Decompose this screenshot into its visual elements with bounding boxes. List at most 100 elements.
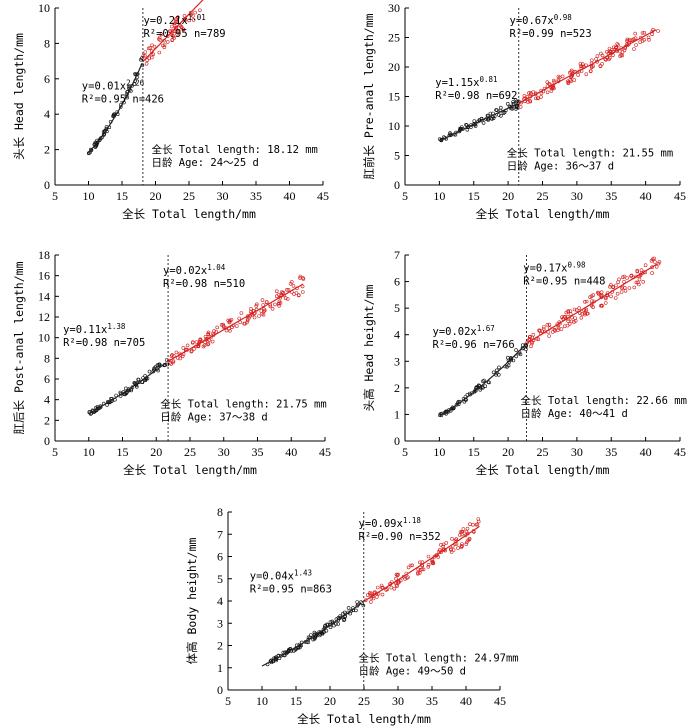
data-point-after [566,81,570,86]
x-tick-label: 40 [284,189,296,203]
breakpoint-total-length: 全长 Total length: 21.55 mm [507,147,673,160]
x-axis-label: 全长 Total length/mm [123,463,257,477]
data-point-after [260,298,265,302]
data-point-after [148,46,152,50]
data-point-after [556,326,561,330]
chart-svg: 5 10 15 20 25 30 35 40 45 0 2 4 6 8 10 12 14 16 18 全长 Total… [12,248,331,477]
data-point-after [620,275,625,280]
data-point-after [566,319,570,323]
data-point-after [441,542,446,547]
data-point-after [614,283,618,288]
data-point-after [167,29,172,34]
data-point-after [252,315,257,320]
data-point-after [551,85,555,90]
data-point-after [459,544,464,548]
x-tick-label: 5 [52,445,58,459]
y-tick-label: 10 [388,119,400,133]
data-point-after [656,261,661,266]
x-tick-label: 20 [324,694,336,708]
data-point-before [499,105,503,110]
data-point-before [487,380,491,385]
data-point-after [547,322,552,327]
data-point-after [426,565,431,569]
data-point-after [591,293,596,297]
data-point-before [474,388,478,393]
data-point-after [170,32,174,37]
y-tick-label: 1 [217,661,223,675]
data-point-after [174,19,179,23]
x-tick-label: 5 [52,189,58,203]
data-point-before [157,362,162,367]
y-tick-label: 0 [217,683,223,697]
x-tick-label: 15 [468,189,480,203]
data-point-after [191,14,195,18]
data-point-after [175,29,180,34]
data-point-after [230,325,234,329]
data-point-after [209,334,214,339]
data-point-after [539,95,543,99]
data-point-after [147,56,152,61]
data-point-after [257,314,261,318]
data-point-after [461,527,466,531]
data-point-after [165,34,170,38]
data-point-after [366,593,370,597]
data-point-after [577,306,581,310]
data-point-before [448,131,452,135]
y-tick-label: 7 [217,527,223,541]
data-point-after [172,21,176,26]
data-point-after [619,290,624,294]
data-point-after [467,537,472,542]
x-tick-label: 30 [217,189,229,203]
data-point-before [474,385,479,389]
data-point-after [406,565,411,570]
data-point-after [584,72,589,76]
right-fit-equation: y=0.02x1.04 [163,263,226,277]
data-point-after [579,64,583,68]
data-point-after [618,54,623,58]
data-point-after [569,68,574,73]
data-point-after [192,347,196,351]
left-fit-equation: y=0.04x1.43 [250,569,312,583]
data-point-after [588,69,593,74]
y-tick-label: 8 [44,36,50,50]
data-point-after [471,522,475,527]
data-point-before [341,611,345,616]
data-point-before [505,102,510,106]
x-tick-label: 30 [571,445,583,459]
data-point-before [442,411,447,415]
x-tick-label: 10 [256,694,268,708]
data-point-after [228,319,232,324]
x-tick-label: 40 [285,445,297,459]
data-point-after [552,327,557,332]
x-tick-label: 10 [433,445,445,459]
data-point-after [637,282,641,287]
data-point-after [584,299,589,304]
data-point-before [118,105,123,109]
data-point-after [584,307,588,312]
data-point-after [542,325,546,329]
data-point-before [153,365,158,369]
data-point-after [654,264,659,269]
right-fit-stats: R²=0.90 n=352 [359,531,441,543]
x-tick-label: 45 [319,445,331,459]
data-point-before [292,649,296,653]
left-fit-equation: y=0.01x2.26 [82,78,145,92]
data-point-after [174,17,178,21]
left-fit-exponent: 0.81 [480,75,498,84]
data-point-after [476,517,481,521]
y-axis-label: 肛前长 Pre-anal length/mm [362,13,376,179]
data-point-after [611,45,616,50]
data-point-after [613,296,618,300]
data-point-after [227,320,232,325]
data-point-after [396,572,400,577]
data-point-after [611,53,615,58]
data-point-after [576,73,580,77]
y-tick-label: 0 [44,178,50,192]
x-tick-label: 10 [83,189,95,203]
data-point-after [300,290,305,294]
data-point-before [476,383,481,388]
data-point-after [607,55,612,60]
data-point-after [172,35,177,40]
data-point-after [607,49,612,54]
